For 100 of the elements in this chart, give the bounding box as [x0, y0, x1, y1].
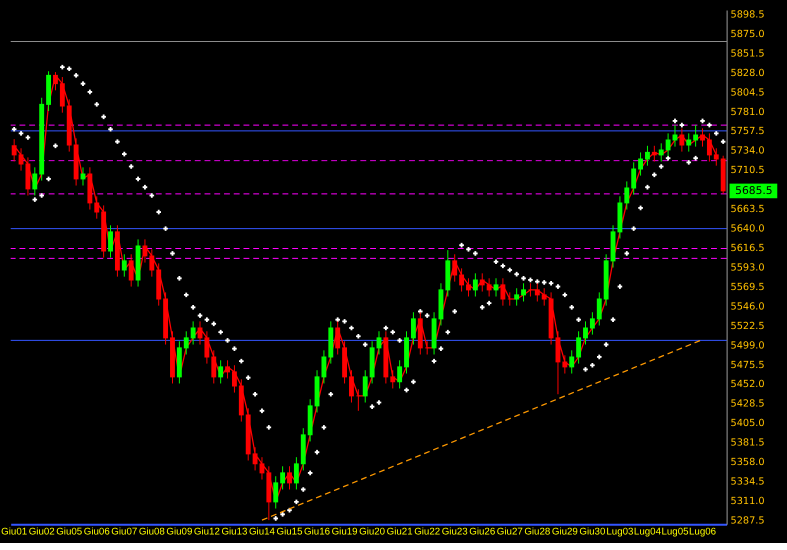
candlestick [184, 330, 189, 355]
candlestick [128, 254, 134, 288]
text: 5685.5 [735, 184, 773, 197]
y-tick-label: 5851.5 [730, 48, 765, 60]
x-tick-label: Giu29 [552, 526, 578, 538]
candlestick [638, 152, 644, 176]
candlestick [596, 292, 602, 326]
candlestick [225, 360, 230, 379]
candlestick [652, 145, 657, 162]
candlestick [500, 278, 506, 306]
candlestick [362, 370, 368, 404]
y-tick-label: 5358.0 [730, 457, 765, 468]
candlestick [94, 196, 100, 220]
candlestick [672, 124, 678, 148]
y-tick-label: 5616.5 [730, 242, 765, 254]
candlestick [645, 145, 650, 166]
candlestick [486, 278, 492, 298]
y-tick-label: 5898.5 [730, 9, 765, 20]
y-tick-label: 5405.0 [730, 418, 765, 430]
y-tick-label: 5546.0 [730, 301, 765, 312]
candlestick [211, 350, 216, 384]
candlestick [218, 360, 224, 384]
x-tick-label: Lug06 [688, 526, 716, 538]
x-tick-label: Giu09 [166, 526, 192, 538]
y-tick-label: 5381.5 [730, 438, 765, 449]
y-tick-label: 5875.0 [730, 28, 765, 40]
candlestick [410, 312, 416, 346]
candlestick [260, 456, 264, 480]
candlestick [280, 466, 286, 490]
x-tick-label: Giu14 [248, 526, 276, 538]
candlestick [273, 476, 278, 510]
candlestick [80, 166, 86, 186]
candlestick [122, 254, 127, 278]
candlestick [576, 330, 582, 364]
candlestick [32, 166, 38, 196]
candlestick [190, 320, 196, 346]
candlestick [658, 142, 664, 162]
candlestick [631, 162, 636, 196]
y-tick-label: 5710.5 [730, 165, 765, 176]
y-tick-label: 5734.0 [730, 146, 765, 157]
x-tick-label: Giu13 [221, 526, 248, 538]
candlestick [252, 446, 258, 471]
candlestick [569, 350, 574, 374]
candlestick [480, 272, 485, 292]
candlestick [542, 288, 547, 306]
candlestick [452, 254, 458, 282]
y-tick-label: 5593.0 [730, 262, 765, 274]
x-tick-label: Giu20 [359, 526, 386, 538]
candlestick [198, 320, 202, 346]
x-tick-label: Lug03 [606, 526, 634, 538]
candlestick [624, 180, 630, 210]
x-tick-label: Giu08 [138, 526, 165, 538]
candlestick [321, 350, 326, 384]
y-tick-label: 5781.0 [730, 106, 765, 118]
y-tick-label: 5428.5 [730, 398, 765, 410]
candlestick [287, 466, 292, 490]
x-tick-label: Lug05 [661, 526, 689, 538]
y-tick-label: 5828.0 [730, 68, 765, 79]
candlestick [149, 248, 154, 278]
candlestick [294, 456, 299, 490]
candlestick [459, 268, 464, 292]
candlestick [700, 128, 705, 148]
candlestick [18, 148, 24, 172]
candlestick [679, 128, 684, 152]
candlestick [397, 360, 402, 389]
y-tick-label: 5804.5 [730, 87, 765, 98]
candlestick [204, 330, 210, 364]
x-tick-label: Giu16 [304, 526, 330, 538]
x-tick-label: Giu19 [332, 526, 358, 538]
candlestick [706, 132, 712, 162]
candlestick [590, 312, 595, 336]
y-tick-label: 5757.5 [730, 126, 765, 138]
y-tick-label: 5311.0 [730, 496, 765, 507]
x-tick-label: Giu30 [579, 526, 606, 538]
candlestick [376, 330, 382, 355]
candlestick [108, 224, 113, 258]
x-tick-label: Lug04 [634, 526, 662, 538]
x-tick-label: Giu22 [414, 526, 440, 538]
y-tick-label: 5499.0 [730, 340, 765, 352]
candlestick [349, 370, 354, 404]
y-tick-label: 5452.0 [730, 379, 765, 390]
candlestick [466, 278, 471, 298]
candlestick [142, 238, 148, 264]
y-tick-label: 5287.5 [730, 515, 765, 526]
x-tick-label: Giu27 [496, 526, 523, 538]
y-tick-label: 5475.5 [730, 360, 765, 371]
candlestick [693, 124, 698, 148]
candlestick [514, 288, 520, 306]
candlestick [472, 272, 478, 298]
candlestick [494, 278, 498, 298]
x-tick-label: Giu07 [111, 526, 138, 538]
x-tick-label: Giu12 [194, 526, 220, 538]
y-tick-label: 5334.5 [730, 476, 765, 488]
candlestick [232, 364, 237, 394]
x-tick-label: Giu02 [28, 526, 55, 538]
x-tick-label: Giu15 [276, 526, 302, 538]
x-tick-label: Giu01 [1, 526, 28, 538]
x-tick-label: Giu05 [56, 526, 82, 538]
x-tick-label: Giu26 [469, 526, 496, 538]
candlestick [583, 320, 588, 346]
